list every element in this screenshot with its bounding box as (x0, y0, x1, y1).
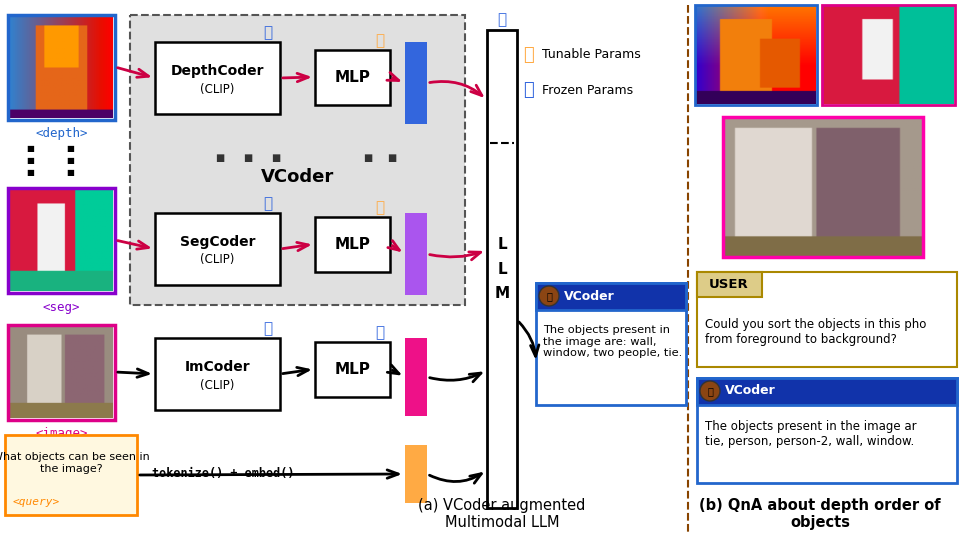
Text: 🔒: 🔒 (522, 81, 534, 99)
Bar (405, 445, 427, 503)
Text: <depth>: <depth> (36, 127, 87, 140)
Text: 🐻: 🐻 (546, 291, 552, 301)
Text: ■: ■ (26, 156, 34, 165)
Bar (695, 5, 817, 105)
Text: 🔒: 🔒 (375, 326, 385, 341)
Text: (b) QnA about depth order of
objects: (b) QnA about depth order of objects (699, 497, 941, 530)
Text: ■: ■ (26, 167, 34, 177)
Bar (315, 342, 390, 397)
Circle shape (539, 286, 559, 306)
Text: VCoder: VCoder (725, 384, 776, 397)
Text: (a) VCoder augmented
Multimodal LLM: (a) VCoder augmented Multimodal LLM (419, 497, 586, 530)
Text: 🔒: 🔒 (497, 12, 507, 28)
Text: <seg>: <seg> (43, 300, 81, 314)
Bar (697, 378, 957, 405)
Bar (487, 30, 517, 508)
Text: 🔒: 🔒 (263, 25, 273, 40)
Text: 🔓: 🔓 (522, 46, 534, 64)
Text: ■: ■ (66, 144, 74, 152)
Bar (155, 42, 280, 114)
Text: MLP: MLP (335, 237, 371, 252)
Bar (8, 15, 115, 120)
Bar (697, 378, 957, 483)
Text: L
L
M: L L M (494, 237, 510, 301)
Bar (536, 283, 686, 405)
Bar (315, 50, 390, 105)
Text: 🔒: 🔒 (263, 197, 273, 212)
Bar (130, 15, 465, 305)
Text: ■: ■ (66, 156, 74, 165)
Bar (723, 117, 923, 257)
Text: tokenize() + embed(): tokenize() + embed() (152, 467, 295, 480)
Bar (8, 188, 115, 293)
Text: ■: ■ (26, 144, 34, 152)
Text: ■: ■ (388, 153, 396, 163)
Text: 🔓: 🔓 (375, 200, 385, 215)
Bar (536, 283, 686, 310)
Text: (CLIP): (CLIP) (201, 83, 234, 96)
Text: 🔓: 🔓 (375, 33, 385, 49)
Text: (CLIP): (CLIP) (201, 379, 234, 392)
Text: MLP: MLP (335, 70, 371, 85)
Text: ■: ■ (364, 153, 372, 163)
Text: <query>: <query> (13, 497, 60, 507)
Text: VCoder: VCoder (261, 168, 334, 186)
Bar (697, 272, 762, 297)
Bar (155, 338, 280, 410)
Text: SegCoder: SegCoder (180, 235, 255, 249)
Text: (CLIP): (CLIP) (201, 253, 234, 267)
Text: Frozen Params: Frozen Params (542, 84, 634, 97)
Text: USER: USER (709, 278, 749, 291)
Bar (405, 338, 427, 416)
Bar (405, 213, 427, 295)
Text: 🐻: 🐻 (708, 386, 713, 396)
Bar (822, 5, 955, 105)
Text: MLP: MLP (335, 362, 371, 377)
Bar (5, 435, 137, 515)
Text: The objects present in
the image are: wall,
window, two people, tie.: The objects present in the image are: wa… (543, 325, 683, 358)
Text: ■: ■ (66, 167, 74, 177)
Bar (315, 217, 390, 272)
Bar (697, 272, 957, 367)
Text: VCoder: VCoder (564, 289, 614, 302)
Text: 🔒: 🔒 (263, 321, 273, 336)
Text: DepthCoder: DepthCoder (171, 64, 264, 78)
Text: ImCoder: ImCoder (184, 360, 251, 374)
Text: ■: ■ (272, 153, 280, 163)
Text: ■: ■ (215, 153, 225, 163)
Bar (8, 325, 115, 420)
Text: Could you sort the objects in this pho
from foreground to background?: Could you sort the objects in this pho f… (705, 318, 926, 346)
Text: The objects present in the image ar
tie, person, person-2, wall, window.: The objects present in the image ar tie,… (705, 420, 917, 448)
Text: What objects can be seen in
the image?: What objects can be seen in the image? (0, 452, 150, 474)
Bar (155, 213, 280, 285)
Text: Tunable Params: Tunable Params (542, 49, 640, 62)
Text: <image>: <image> (36, 428, 87, 441)
Circle shape (700, 381, 720, 401)
Bar (405, 42, 427, 124)
Text: ■: ■ (244, 153, 252, 163)
